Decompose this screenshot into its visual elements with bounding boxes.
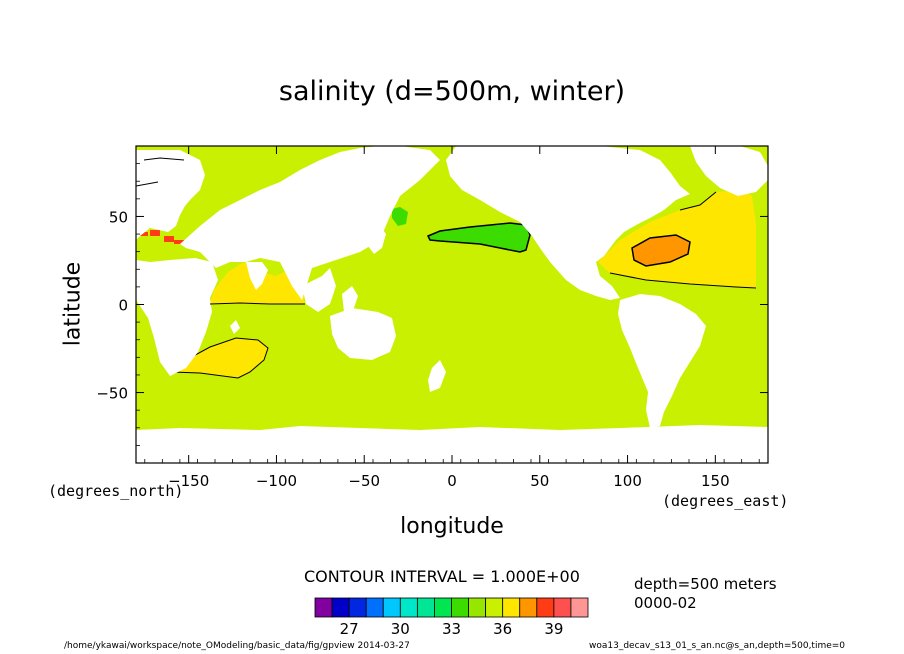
land-masses (136, 146, 768, 463)
footer-source: woa13_decav_s13_01_s_an.nc@s_an,depth=50… (589, 641, 846, 651)
y-tick-label: −50 (96, 385, 128, 403)
north-pacific-green-region (426, 222, 531, 253)
colorbar-swatch (536, 597, 555, 618)
colorbar-tick-label: 36 (493, 620, 512, 638)
colorbar-swatch (348, 597, 367, 618)
colorbar-swatch (416, 597, 435, 618)
colorbar-swatch (553, 597, 572, 618)
colorbar-swatch (434, 597, 452, 618)
atlantic-orange-region (631, 234, 691, 267)
y-axis-unit: (degrees_north) (48, 482, 184, 500)
y-tick-label: 50 (109, 208, 128, 226)
colorbar-swatch (485, 597, 504, 618)
colorbar-tick-label: 39 (544, 620, 563, 638)
x-axis-label: longitude (400, 514, 504, 539)
contour-interval: CONTOUR INTERVAL = 1.000E+00 (304, 567, 580, 586)
chart-title: salinity (d=500m, winter) (278, 76, 626, 107)
time-annotation: 0000-02 (634, 594, 697, 612)
indian-ocean-region (170, 337, 269, 379)
x-axis-unit: (degrees_east) (662, 492, 789, 510)
x-tick-label: −50 (348, 472, 380, 490)
colorbar-swatch (570, 597, 589, 618)
footer-path: /home/ykawai/workspace/note_OModeling/ba… (64, 641, 410, 651)
contour-lines (136, 157, 757, 305)
y-tick-label: 0 (118, 297, 128, 315)
colorbar-tick-label: 27 (340, 620, 359, 638)
colorbar-swatch (451, 597, 469, 618)
colorbar-swatch (399, 597, 418, 618)
colorbar-swatch (502, 597, 521, 618)
colorbar-swatch (365, 597, 384, 618)
colorbar-swatch (314, 597, 333, 618)
colorbar-swatch (382, 597, 401, 618)
colorbar-swatch (519, 597, 538, 618)
colorbar-tick-label: 33 (442, 620, 461, 638)
colorbar-swatch (331, 597, 350, 618)
x-tick-label: 50 (530, 472, 549, 490)
colorbar-swatch (468, 597, 487, 618)
x-tick-label: 0 (447, 472, 457, 490)
baltic-green-region (392, 207, 408, 226)
x-tick-label: 150 (701, 472, 730, 490)
x-tick-label: −100 (256, 472, 297, 490)
depth-annotation: depth=500 meters (634, 575, 777, 593)
colorbar-tick-label: 30 (391, 620, 410, 638)
x-tick-label: −150 (168, 472, 209, 490)
x-tick-label: 100 (613, 472, 642, 490)
